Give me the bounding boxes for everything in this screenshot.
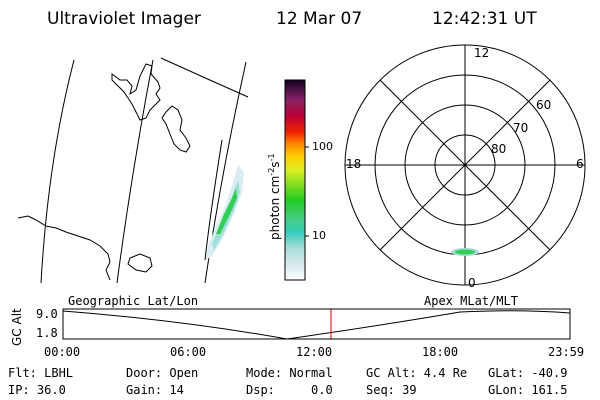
timeline-xtick-0600: 06:00	[170, 345, 207, 359]
timeline-left-label: Geographic Lat/Lon	[68, 294, 199, 308]
time-label: 12:42:31 UT	[432, 9, 537, 29]
timeline-xtick-2359: 23:59	[548, 345, 585, 359]
map-meridian	[116, 59, 154, 284]
timeline-frame	[62, 308, 571, 340]
polar-aurora-core	[455, 249, 475, 255]
status-ip: IP: 36.0	[8, 383, 66, 397]
map-parallel-top	[160, 57, 249, 98]
instrument-title: Ultraviolet Imager	[47, 9, 201, 29]
colorbar-gradient	[284, 79, 306, 281]
map-aurora-core	[216, 188, 237, 234]
status-glon: GLon: 161.5	[488, 383, 568, 397]
status-gc-alt: GC Alt: 4.4 Re	[366, 366, 468, 380]
polar-label-12: 12	[474, 46, 490, 60]
colorbar-tick-label-100: 100	[312, 140, 333, 153]
timeline-ytick-bottom: 1.8	[36, 326, 58, 340]
status-filter: Flt: LBHL	[8, 366, 74, 380]
small-island	[127, 253, 153, 273]
nz-south-island	[161, 105, 191, 153]
colorbar-tick-label-10: 10	[312, 229, 326, 242]
status-glat: GLat: -40.9	[488, 366, 568, 380]
polar-lat-label-70: 70	[513, 121, 529, 135]
status-seq: Seq: 39	[366, 383, 417, 397]
timeline-xtick-1200: 12:00	[296, 345, 333, 359]
map-meridian-2	[204, 139, 223, 261]
timeline-xtick-1800: 18:00	[422, 345, 459, 359]
polar-diag-2	[379, 79, 551, 251]
timeline-ytick-top: 9.0	[36, 307, 58, 321]
date-label: 12 Mar 07	[276, 9, 363, 29]
polar-lat-label-60: 60	[536, 98, 552, 112]
status-gain: Gain: 14	[126, 383, 184, 397]
map-boundary-left	[40, 59, 75, 284]
polar-label-6: 6	[576, 157, 584, 171]
status-mode: Mode: Normal	[246, 366, 333, 380]
status-dsp: Dsp: 0.0	[246, 383, 333, 397]
polar-label-0: 0	[468, 276, 476, 290]
nz-north-island	[111, 63, 161, 121]
status-door: Door: Open	[126, 366, 199, 380]
altitude-curve	[62, 310, 571, 340]
timeline-right-label: Apex MLat/MLT	[424, 294, 518, 308]
polar-lat-label-80: 80	[491, 142, 507, 156]
polar-label-18: 18	[346, 157, 362, 171]
landmass-coast	[17, 215, 111, 281]
timeline-xtick-0000: 00:00	[44, 345, 81, 359]
